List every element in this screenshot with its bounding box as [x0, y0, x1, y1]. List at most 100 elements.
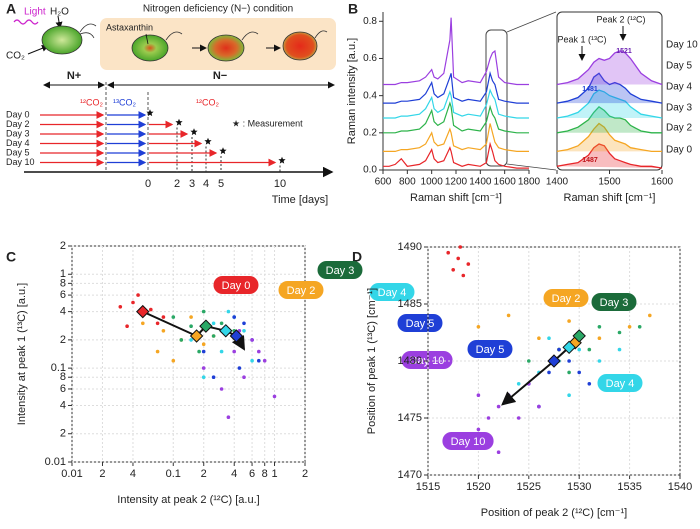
series-label: Day 10	[666, 40, 698, 51]
light-label: Light	[24, 7, 46, 18]
scatter-point	[476, 427, 481, 432]
scatter-point	[456, 256, 461, 261]
cell	[131, 34, 169, 62]
flagella	[79, 23, 97, 39]
scatter-point	[232, 349, 236, 354]
x-tick-label: 4	[231, 468, 237, 480]
mean-diamond	[562, 340, 576, 355]
x-tick-label: 1400	[546, 177, 569, 188]
scatter-point	[458, 245, 463, 249]
time-tick-label: 5	[218, 178, 224, 190]
scatter-point	[226, 309, 231, 314]
scatter-point	[201, 309, 206, 314]
y-tick-label: 0.8	[363, 16, 377, 27]
scatter-point	[446, 250, 451, 255]
mean-diamond	[189, 329, 204, 343]
x-tick-label: 1600	[494, 177, 517, 188]
x-tick-label: 8	[262, 468, 268, 480]
scatter-point	[242, 321, 246, 326]
y-axis-title: Position of peak 1 (¹³C) [cm⁻¹]	[366, 288, 378, 434]
y-tick-label: 1480	[398, 355, 422, 367]
scatter-point	[537, 336, 541, 341]
panel-letter: B	[348, 1, 358, 17]
day-label: Day 5	[406, 318, 435, 330]
row-label: Day 2	[6, 119, 30, 129]
scatter-point	[587, 382, 592, 386]
plot-frame	[71, 245, 306, 463]
co2-13-label: ¹³CO₂	[113, 97, 136, 107]
mean-diamond	[547, 354, 561, 368]
time-tick-label: 3	[189, 178, 195, 190]
day-label-bg	[369, 283, 415, 301]
scatter-point	[587, 347, 592, 352]
row-label: Day 10	[6, 157, 35, 167]
scatter-point	[567, 319, 571, 323]
y-tick-label: 8	[60, 371, 66, 383]
day-label-bg	[213, 276, 259, 294]
spectrum-area	[557, 73, 662, 104]
scatter-point	[219, 321, 224, 326]
x-tick-label: 1400	[469, 177, 492, 188]
scatter-point	[219, 349, 224, 354]
y-tick-label: 1470	[398, 469, 422, 481]
spectrum-line	[556, 72, 663, 104]
co2-label: CO₂	[6, 51, 25, 62]
y-tick-label: 2	[60, 334, 66, 346]
scatter-point	[201, 349, 206, 354]
scatter-point	[136, 293, 140, 297]
scatter-point	[567, 370, 571, 375]
scatter-point	[219, 387, 224, 391]
series-label: Day 5	[666, 61, 693, 72]
annotation: Peak 2 (¹²C)	[596, 14, 645, 24]
zoom-link	[506, 163, 557, 171]
y-tick-label: 0.1	[51, 362, 66, 374]
spectrum-line	[383, 101, 529, 134]
x-axis-title: Raman shift [cm⁻¹]	[410, 192, 502, 204]
scatter-point	[486, 416, 491, 420]
x-tick-label: 2	[302, 468, 308, 480]
measurement-star	[146, 109, 154, 117]
scatter-point	[637, 325, 642, 329]
x-tick-label: 800	[399, 177, 416, 188]
mean-diamond	[199, 319, 213, 333]
scatter-point	[155, 321, 160, 326]
y-tick-label: 0.0	[363, 165, 377, 176]
n-plus-label: N+	[67, 70, 81, 82]
pointer	[145, 33, 149, 45]
astaxanthin-label: Astaxanthin	[106, 22, 153, 32]
y-tick-label: 1475	[398, 412, 422, 424]
day-label: Day 4	[378, 287, 407, 299]
mean-diamond	[136, 304, 150, 319]
x-tick-label: 2	[99, 468, 105, 480]
y-tick-label: 1490	[398, 241, 422, 253]
day-label-bg	[317, 261, 363, 279]
co2-12-label: ¹²CO₂	[196, 97, 219, 107]
scatter-point	[627, 325, 632, 329]
time-tick-label: 0	[145, 178, 151, 190]
x-axis-title: Intensity at peak 2 (¹²C) [a.u.]	[117, 494, 259, 506]
series-label: Day 3	[666, 103, 693, 114]
scatter-point	[242, 329, 246, 333]
scatter-point	[496, 450, 501, 455]
day-label-bg	[397, 314, 443, 332]
x-tick-label: 1515	[416, 481, 440, 493]
scatter-point	[461, 273, 466, 278]
spectrum-line	[383, 17, 529, 86]
x-tick-label: 0.1	[166, 468, 181, 480]
x-tick-label: 1000	[421, 177, 444, 188]
x-tick-label: 1540	[668, 481, 692, 493]
h2o-label: H₂O	[50, 7, 69, 18]
cell	[41, 25, 83, 55]
zoom-bracket	[485, 29, 508, 167]
series-label: Day 0	[666, 145, 693, 156]
scatter-point	[557, 347, 561, 352]
day-label: Day 3	[600, 297, 629, 309]
y-tick-label: 0.2	[363, 127, 377, 138]
y-tick-label: 1485	[398, 298, 422, 310]
y-tick-label: 0.6	[363, 53, 377, 64]
y-tick-label: 6	[60, 289, 66, 301]
x-tick-label: 4	[130, 468, 136, 480]
scatter-point	[201, 375, 206, 380]
spectrum-line	[383, 123, 529, 152]
